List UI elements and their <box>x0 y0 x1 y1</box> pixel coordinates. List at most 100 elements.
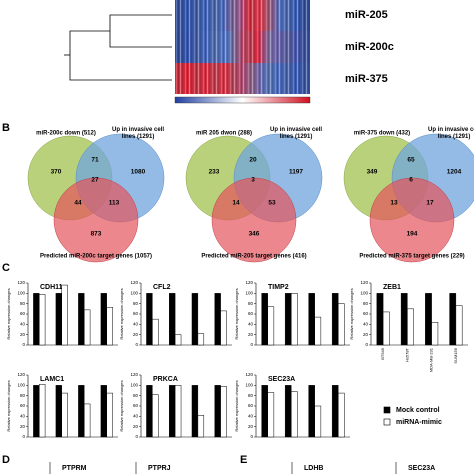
venn-set-c <box>211 177 297 263</box>
y-tick-label: 100 <box>245 383 253 388</box>
bar-mimic <box>314 405 322 438</box>
bar-mock <box>214 385 221 438</box>
bar-mimic <box>152 394 159 438</box>
y-tick-label: 20 <box>363 332 369 337</box>
venn-set-c-label: Predicted miR-205 target genes (416) <box>201 254 306 260</box>
bar-mimic <box>84 403 91 438</box>
legend-swatch <box>383 418 391 426</box>
venn-region-count: 1080 <box>131 169 146 176</box>
venn-region-count: 65 <box>407 157 415 164</box>
heatmap-texture <box>175 0 310 94</box>
bar-mock <box>100 385 107 438</box>
bar-mock <box>400 293 408 346</box>
bar-mock <box>33 385 40 438</box>
venn-set-b-label: Up in invasive cell lines (1291) <box>269 127 323 140</box>
chart-title: SEC23A <box>408 465 435 472</box>
bar-mimic <box>407 308 414 346</box>
venn-region-count: 27 <box>91 177 99 184</box>
bar-mock <box>146 293 153 346</box>
bar-mimic <box>39 294 46 346</box>
y-tick-label: 60 <box>20 311 26 316</box>
y-tick-label: 100 <box>17 291 25 296</box>
y-axis-label: Relative expression changes <box>6 288 11 339</box>
venn-set-c <box>53 177 139 263</box>
dendrogram-branch <box>69 30 172 81</box>
y-tick-label: 0 <box>135 342 138 347</box>
y-tick-label: 60 <box>133 403 139 408</box>
venn-set-b-label: Up in invasive cell lines (1291) <box>111 127 165 140</box>
venn-region-count: 14 <box>232 200 240 207</box>
y-tick-label: 80 <box>363 301 369 306</box>
y-tick-label: 20 <box>248 424 254 429</box>
x-tick-label: MDA-MB-231 <box>429 347 434 372</box>
venn-region-count: 346 <box>249 231 260 238</box>
bar-mimic <box>455 305 463 346</box>
bar-mock <box>214 293 221 346</box>
y-tick-label: 0 <box>22 434 25 439</box>
y-tick-label: 100 <box>130 291 138 296</box>
bar-mock <box>284 385 292 438</box>
bar-mimic <box>61 392 68 438</box>
bar-mimic <box>39 384 46 438</box>
y-tick-label: 120 <box>245 372 253 377</box>
bar-mimic <box>338 303 345 346</box>
y-tick-label: 120 <box>130 372 138 377</box>
y-tick-label: 40 <box>133 322 139 327</box>
venn-region-count: 6 <box>409 177 413 184</box>
y-tick-label: 120 <box>245 280 253 285</box>
venn-set-a-label: miR 205 dwon (288) <box>196 131 252 137</box>
panel-label: E <box>240 454 247 466</box>
y-tick-label: 20 <box>133 424 139 429</box>
chart-title: LDHB <box>304 465 323 472</box>
venn-region-count: 233 <box>209 169 220 176</box>
bar-mock <box>55 293 62 346</box>
venn-set-c <box>369 177 455 263</box>
y-tick-label: 120 <box>130 280 138 285</box>
bar-mock <box>191 385 199 438</box>
panel-label: C <box>2 262 10 274</box>
bar-mimic <box>152 318 159 346</box>
y-tick-label: 0 <box>135 434 138 439</box>
bar-mock <box>284 293 292 346</box>
bar-mock <box>308 385 315 438</box>
bar-mimic <box>84 309 91 346</box>
heatmap-row-label: miR-375 <box>345 73 388 85</box>
chart-title: ZEB1 <box>383 284 401 291</box>
y-tick-label: 40 <box>20 322 26 327</box>
venn-set-b-label: Up in invasive cell lines (1291) <box>427 127 474 140</box>
bar-mock <box>261 385 268 438</box>
venn-set-a-label: miR-375 down (432) <box>354 131 410 137</box>
legend-swatch <box>383 406 391 414</box>
chart-title: PTPRM <box>62 465 87 472</box>
legend-label: miRNA-mimic <box>396 419 442 426</box>
bar-mock <box>425 293 432 346</box>
legend-label: Mock control <box>396 407 440 414</box>
y-tick-label: 40 <box>248 322 254 327</box>
heatmap <box>174 0 311 104</box>
y-tick-label: 100 <box>17 383 25 388</box>
y-tick-label: 80 <box>248 301 254 306</box>
y-tick-label: 40 <box>133 414 139 419</box>
y-axis-label: Relative expression changes <box>349 288 354 339</box>
chart-title: CFL2 <box>153 284 171 291</box>
bar-mock <box>78 385 85 438</box>
venn-region-count: 13 <box>390 200 398 207</box>
venn-region-count: 20 <box>249 157 257 164</box>
y-tick-label: 60 <box>248 311 254 316</box>
y-axis-label: Relative expression changes <box>119 288 124 339</box>
venn-set-c-label: Predicted miR-200c target genes (1057) <box>40 254 152 260</box>
chart-title: CDH11 <box>40 284 63 291</box>
bar-mimic <box>267 392 275 438</box>
venn-set-a-label: miR-200c down (512) <box>36 131 96 137</box>
venn-region-count: 349 <box>367 169 378 176</box>
y-axis-label: Relative expression changes <box>119 380 124 431</box>
y-tick-label: 120 <box>360 280 368 285</box>
bar-mimic <box>106 392 113 438</box>
venn-set-c-label: Predicted miR-375 target genes (229) <box>359 254 464 260</box>
y-tick-label: 20 <box>133 332 139 337</box>
bar-mimic <box>314 316 322 346</box>
y-axis-label: Relative expression changes <box>234 288 239 339</box>
bar-mimic <box>431 322 439 346</box>
